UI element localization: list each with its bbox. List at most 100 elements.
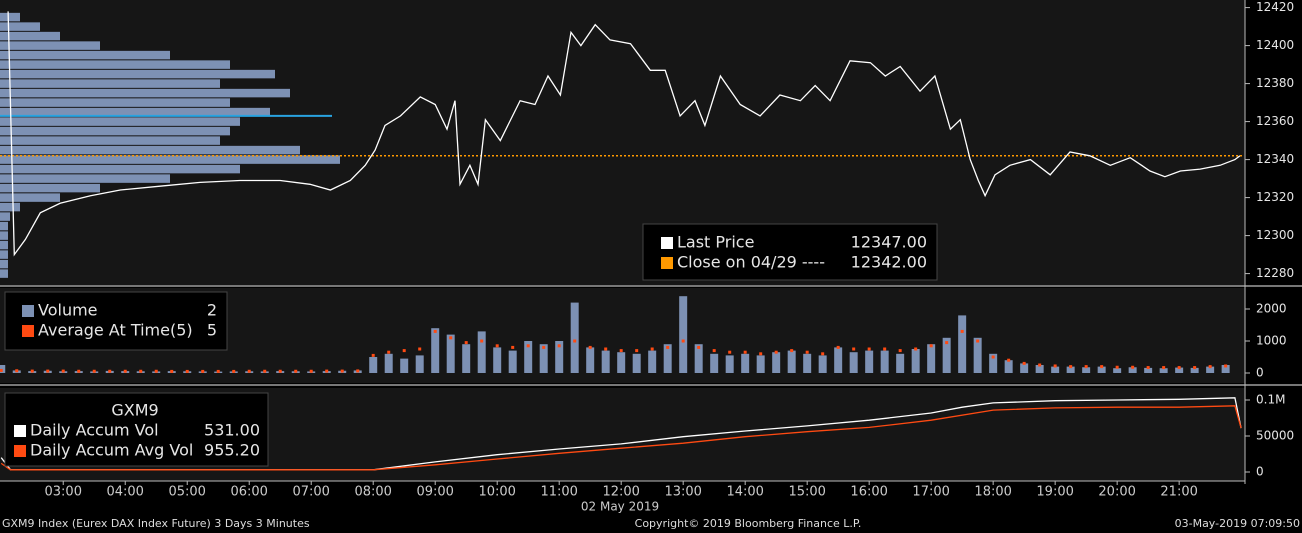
volume-bar <box>663 344 672 374</box>
avg-dot <box>573 339 577 343</box>
volume-bar <box>1066 366 1075 374</box>
avg-dot <box>991 355 995 359</box>
avg-dot <box>542 345 546 349</box>
profile-bar <box>0 98 230 107</box>
volume-bar <box>431 328 440 374</box>
avg-dot <box>77 369 81 373</box>
x-tick-label: 03:00 <box>45 485 82 500</box>
profile-bar <box>0 88 290 98</box>
legend-title: GXM9 <box>111 401 158 420</box>
y-tick-label: 12420 <box>1256 0 1294 14</box>
volume-bar <box>617 352 626 374</box>
avg-dot <box>681 339 685 343</box>
y-tick-label: 2000 <box>1256 301 1287 315</box>
legend-item-value: 12347.00 <box>851 233 927 252</box>
avg-dot <box>30 369 34 373</box>
volume-bar <box>369 357 378 374</box>
avg-dot <box>635 349 639 353</box>
profile-bar <box>0 240 8 250</box>
volume-bar <box>973 337 982 374</box>
volume-bar <box>539 344 548 374</box>
volume-bar <box>555 341 564 374</box>
avg-dot <box>1100 365 1104 369</box>
volume-bar <box>462 344 471 374</box>
volume-bar <box>1221 365 1230 374</box>
x-tick-label: 19:00 <box>1036 485 1073 500</box>
footer-right: 03-May-2019 07:09:50 <box>1175 517 1300 530</box>
profile-bar <box>0 22 40 31</box>
avg-dot <box>1193 366 1197 370</box>
x-tick-label: 20:00 <box>1098 485 1135 500</box>
volume-bar <box>1097 366 1106 374</box>
avg-dot <box>1177 366 1181 370</box>
avg-dot <box>805 350 809 354</box>
volume-bar <box>849 352 858 374</box>
avg-dot <box>604 347 608 351</box>
y-tick-label: 12380 <box>1256 76 1294 90</box>
volume-bar <box>958 315 967 374</box>
avg-dot <box>1069 365 1073 369</box>
avg-dot <box>511 345 515 349</box>
profile-bar <box>0 145 300 155</box>
profile-bar <box>0 12 20 22</box>
legend-item-value: 531.00 <box>204 421 260 440</box>
y-tick-label: 12400 <box>1256 38 1294 52</box>
avg-dot <box>0 368 3 372</box>
legend-swatch <box>661 257 673 269</box>
avg-dot <box>883 347 887 351</box>
avg-dot <box>821 352 825 356</box>
avg-dot <box>898 349 902 353</box>
volume-bar <box>384 353 393 374</box>
avg-dot <box>790 349 794 353</box>
avg-dot <box>309 369 313 373</box>
volume-bar <box>524 341 533 374</box>
profile-bar <box>0 221 8 231</box>
y-tick-label: 12280 <box>1256 266 1294 280</box>
avg-dot <box>294 369 298 373</box>
avg-dot <box>92 369 96 373</box>
y-tick-label: 12300 <box>1256 228 1294 242</box>
avg-dot <box>325 369 329 373</box>
profile-bar <box>0 259 8 269</box>
avg-dot <box>557 344 561 348</box>
x-tick-label: 06:00 <box>230 485 267 500</box>
x-tick-label: 11:00 <box>540 485 577 500</box>
y-tick-label: 0.1M <box>1256 393 1285 407</box>
x-tick-label: 09:00 <box>416 485 453 500</box>
avg-dot <box>371 353 375 357</box>
avg-dot <box>61 369 65 373</box>
x-axis-label: 02 May 2019 <box>581 500 659 514</box>
volume-bar <box>1035 365 1044 374</box>
profile-bar <box>0 50 170 60</box>
legend-swatch <box>22 325 34 337</box>
x-tick-label: 17:00 <box>912 485 949 500</box>
legend-swatch <box>661 237 673 249</box>
legend-swatch <box>14 425 26 437</box>
avg-dot <box>759 352 763 356</box>
legend-item-value: 2 <box>207 301 217 320</box>
profile-bar <box>0 202 20 212</box>
y-tick-label: 12320 <box>1256 190 1294 204</box>
series-line <box>7 11 1241 257</box>
x-tick-label: 12:00 <box>602 485 639 500</box>
volume-bar <box>1020 363 1029 374</box>
profile-bar <box>0 193 60 202</box>
x-tick-label: 21:00 <box>1160 485 1197 500</box>
legend-item: Daily Accum Vol <box>30 421 159 440</box>
volume-bar <box>1128 367 1137 374</box>
avg-dot <box>712 349 716 353</box>
profile-bar <box>0 250 8 259</box>
series-line <box>0 397 1242 471</box>
avg-dot <box>728 350 732 354</box>
profile-bar <box>0 174 170 183</box>
profile-bar <box>0 183 100 193</box>
volume-bar <box>400 358 409 374</box>
legend-item: Volume <box>38 301 98 320</box>
volume-bar <box>880 350 889 374</box>
x-tick-label: 14:00 <box>726 485 763 500</box>
volume-bar <box>1206 366 1215 374</box>
y-tick-label: 0 <box>1256 465 1264 479</box>
volume-bar <box>415 355 424 374</box>
